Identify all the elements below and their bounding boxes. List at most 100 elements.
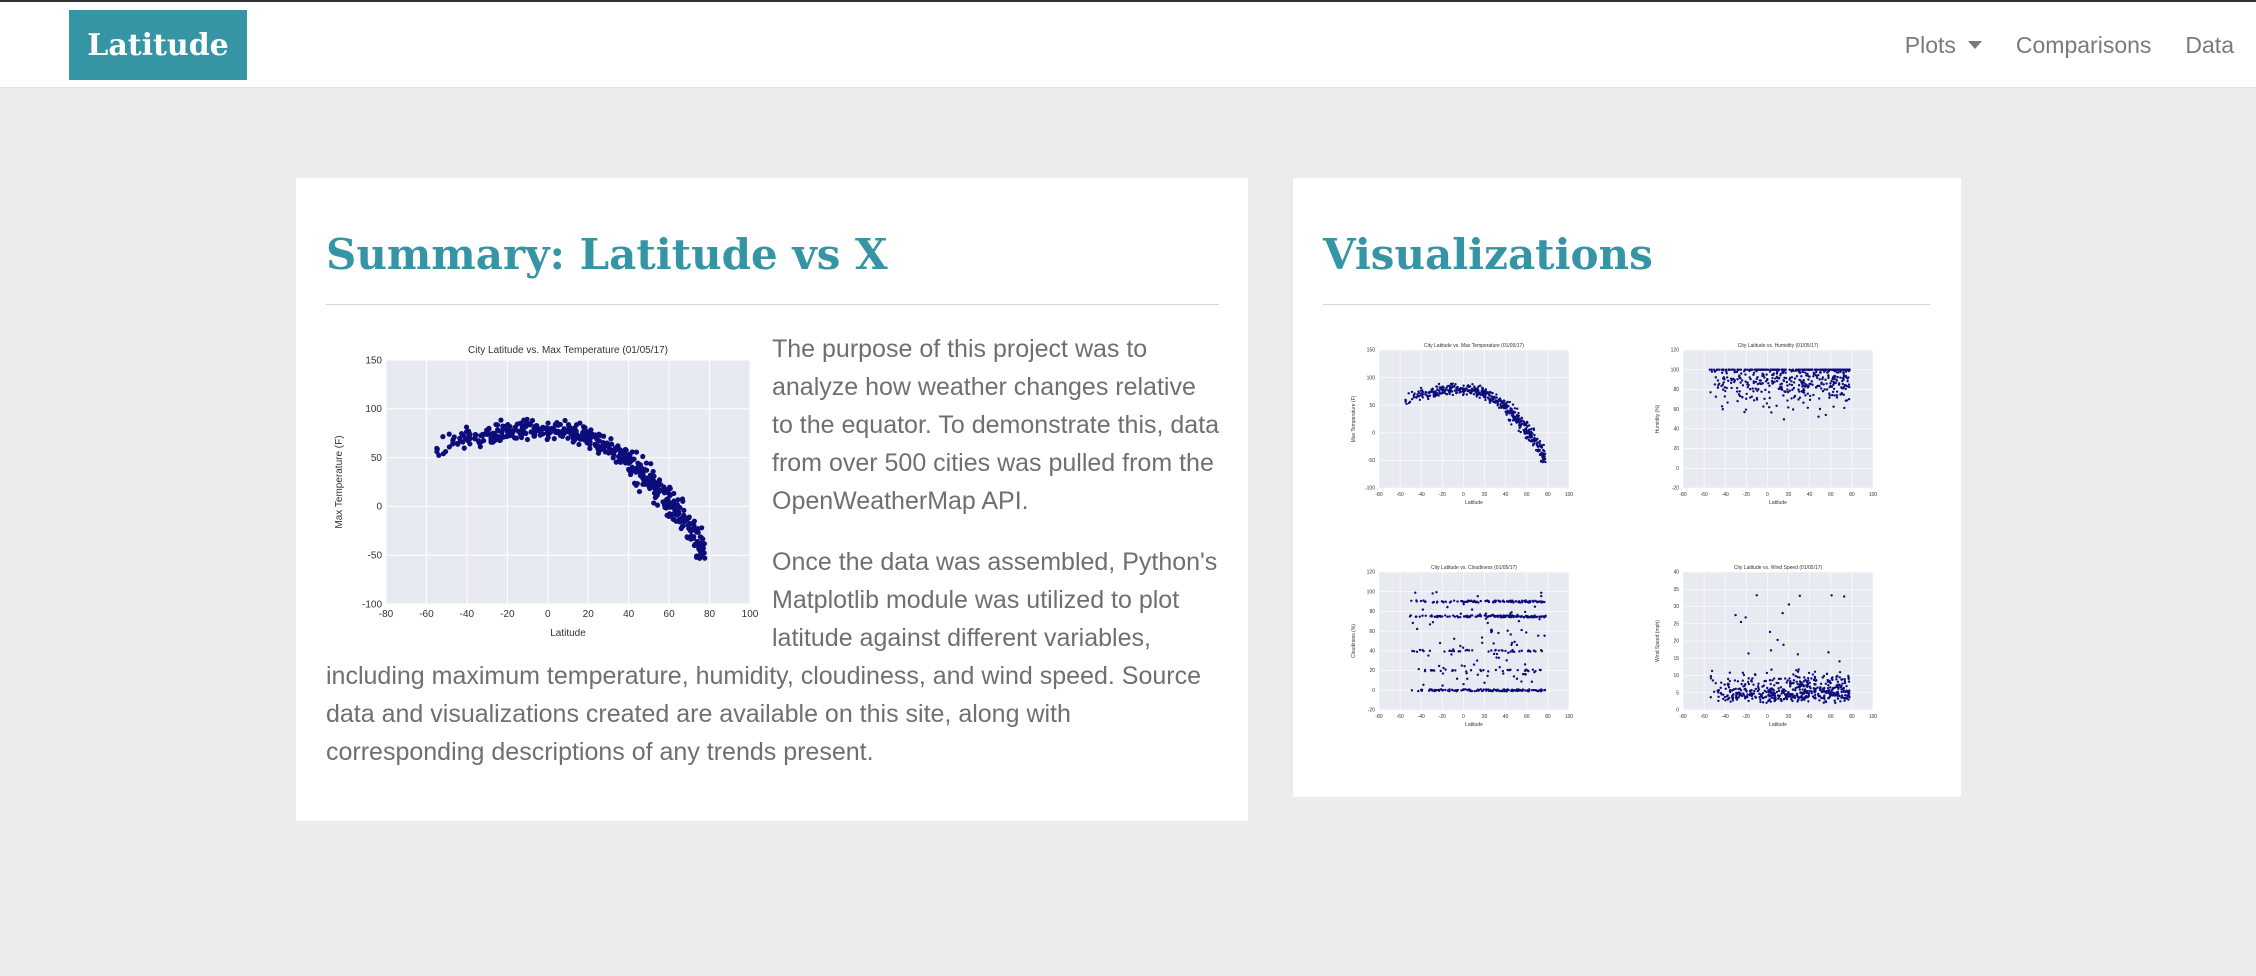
data-point: [1797, 398, 1800, 401]
data-point: [1839, 685, 1843, 689]
data-point: [1793, 394, 1797, 398]
data-point: [1527, 669, 1530, 673]
data-point: [1729, 377, 1733, 380]
data-point: [1469, 392, 1473, 395]
data-point: [1535, 442, 1538, 445]
data-point: [699, 525, 705, 531]
data-point: [1476, 595, 1479, 598]
wind-speed-thumbnail[interactable]: -80 -60 -40 -20 0 20 40 60 80 100 0 5 10 15 20 25 30 35 40…: [1651, 558, 1893, 728]
data-point: [1752, 373, 1755, 377]
data-point: [1805, 384, 1808, 387]
data-point: [1788, 681, 1792, 685]
data-point: [1543, 450, 1546, 453]
data-point: [1832, 405, 1835, 408]
data-point: [1777, 687, 1780, 690]
data-point: [1491, 690, 1494, 693]
data-point: [1453, 385, 1456, 388]
data-point: [1711, 679, 1715, 682]
nav-comparisons[interactable]: Comparisons: [2016, 32, 2152, 59]
data-point: [1487, 397, 1490, 400]
temperature-plot[interactable]: -80 -60 -40 -20 0 20 40 60 80 100 -100 -50 0 50 100 150…: [326, 330, 772, 642]
data-point: [1422, 683, 1425, 686]
data-point: [1504, 615, 1507, 619]
data-point: [1819, 682, 1823, 686]
brand-logo[interactable]: Latitude: [69, 10, 247, 80]
data-point: [1732, 380, 1736, 384]
data-point: [686, 525, 692, 532]
data-point: [1538, 668, 1542, 672]
data-point: [1804, 695, 1808, 698]
data-point: [1846, 691, 1850, 694]
x-tick-label: 40: [1807, 492, 1813, 498]
scatter-points: [1408, 590, 1547, 693]
x-axis-label: Latitude: [1769, 500, 1787, 506]
data-point: [1775, 404, 1778, 408]
data-point: [1796, 653, 1800, 656]
data-point: [460, 439, 466, 445]
data-point: [1777, 376, 1781, 380]
data-point: [1812, 372, 1816, 376]
data-point: [1808, 375, 1811, 378]
temperature-thumbnail[interactable]: -80 -60 -40 -20 0 20 40 60 80 100 -100 -50 0 50 100 150…: [1347, 336, 1589, 506]
humidity-thumbnail[interactable]: -80 -60 -40 -20 0 20 40 60 80 100 -20 0 20 40 60 80 100 1…: [1651, 336, 1893, 506]
data-point: [1462, 683, 1465, 686]
data-point: [1524, 427, 1528, 430]
data-point: [1724, 687, 1727, 690]
data-point: [1412, 393, 1416, 397]
data-point: [1422, 599, 1425, 602]
data-point: [636, 488, 643, 495]
data-point: [459, 430, 465, 437]
data-point: [1507, 404, 1510, 408]
data-point: [1541, 455, 1544, 459]
data-point: [695, 526, 701, 532]
data-point: [1496, 401, 1499, 404]
data-point: [1722, 376, 1726, 379]
data-point: [1783, 376, 1786, 379]
data-point: [1505, 659, 1508, 662]
data-point: [1739, 368, 1743, 371]
data-point: [1436, 388, 1439, 391]
nav-data[interactable]: Data: [2185, 32, 2234, 59]
data-point: [1782, 698, 1785, 701]
data-point: [494, 427, 501, 433]
data-point: [1754, 380, 1758, 384]
data-point: [643, 478, 649, 484]
data-point: [1764, 388, 1767, 392]
data-point: [1500, 615, 1504, 619]
data-point: [1519, 430, 1522, 434]
y-axis-label: Cloudiness (%): [1351, 624, 1357, 658]
data-point: [1754, 696, 1758, 699]
data-point: [1783, 677, 1787, 680]
data-point: [1795, 680, 1798, 683]
data-point: [1749, 377, 1752, 381]
data-point: [1730, 368, 1733, 371]
data-point: [1466, 688, 1470, 692]
data-point: [1819, 387, 1823, 390]
data-point: [532, 427, 538, 433]
y-axis-label: Max Temperature (F): [334, 435, 345, 528]
data-point: [640, 453, 646, 460]
data-point: [1790, 376, 1794, 379]
scatter-points: [1708, 368, 1851, 421]
data-point: [1827, 684, 1830, 687]
x-tick-label: 60: [1828, 492, 1834, 498]
data-point: [1475, 600, 1478, 603]
data-point: [1791, 688, 1795, 691]
data-point: [1492, 652, 1496, 656]
data-point: [1410, 390, 1414, 394]
data-point: [1824, 378, 1827, 381]
data-point: [1516, 407, 1519, 410]
nav-plots-dropdown[interactable]: Plots: [1905, 32, 1982, 59]
data-point: [1448, 387, 1452, 390]
data-point: [1459, 644, 1462, 648]
data-point: [1427, 654, 1430, 657]
data-point: [1818, 407, 1822, 411]
data-point: [1736, 399, 1739, 403]
data-point: [1452, 637, 1456, 641]
data-point: [637, 463, 643, 469]
data-point: [1757, 388, 1760, 391]
data-point: [1726, 677, 1730, 681]
data-point: [1418, 648, 1422, 652]
data-point: [664, 512, 670, 518]
cloudiness-thumbnail[interactable]: -80 -60 -40 -20 0 20 40 60 80 100 -20 0 20 40 60 80 100 1…: [1347, 558, 1589, 728]
